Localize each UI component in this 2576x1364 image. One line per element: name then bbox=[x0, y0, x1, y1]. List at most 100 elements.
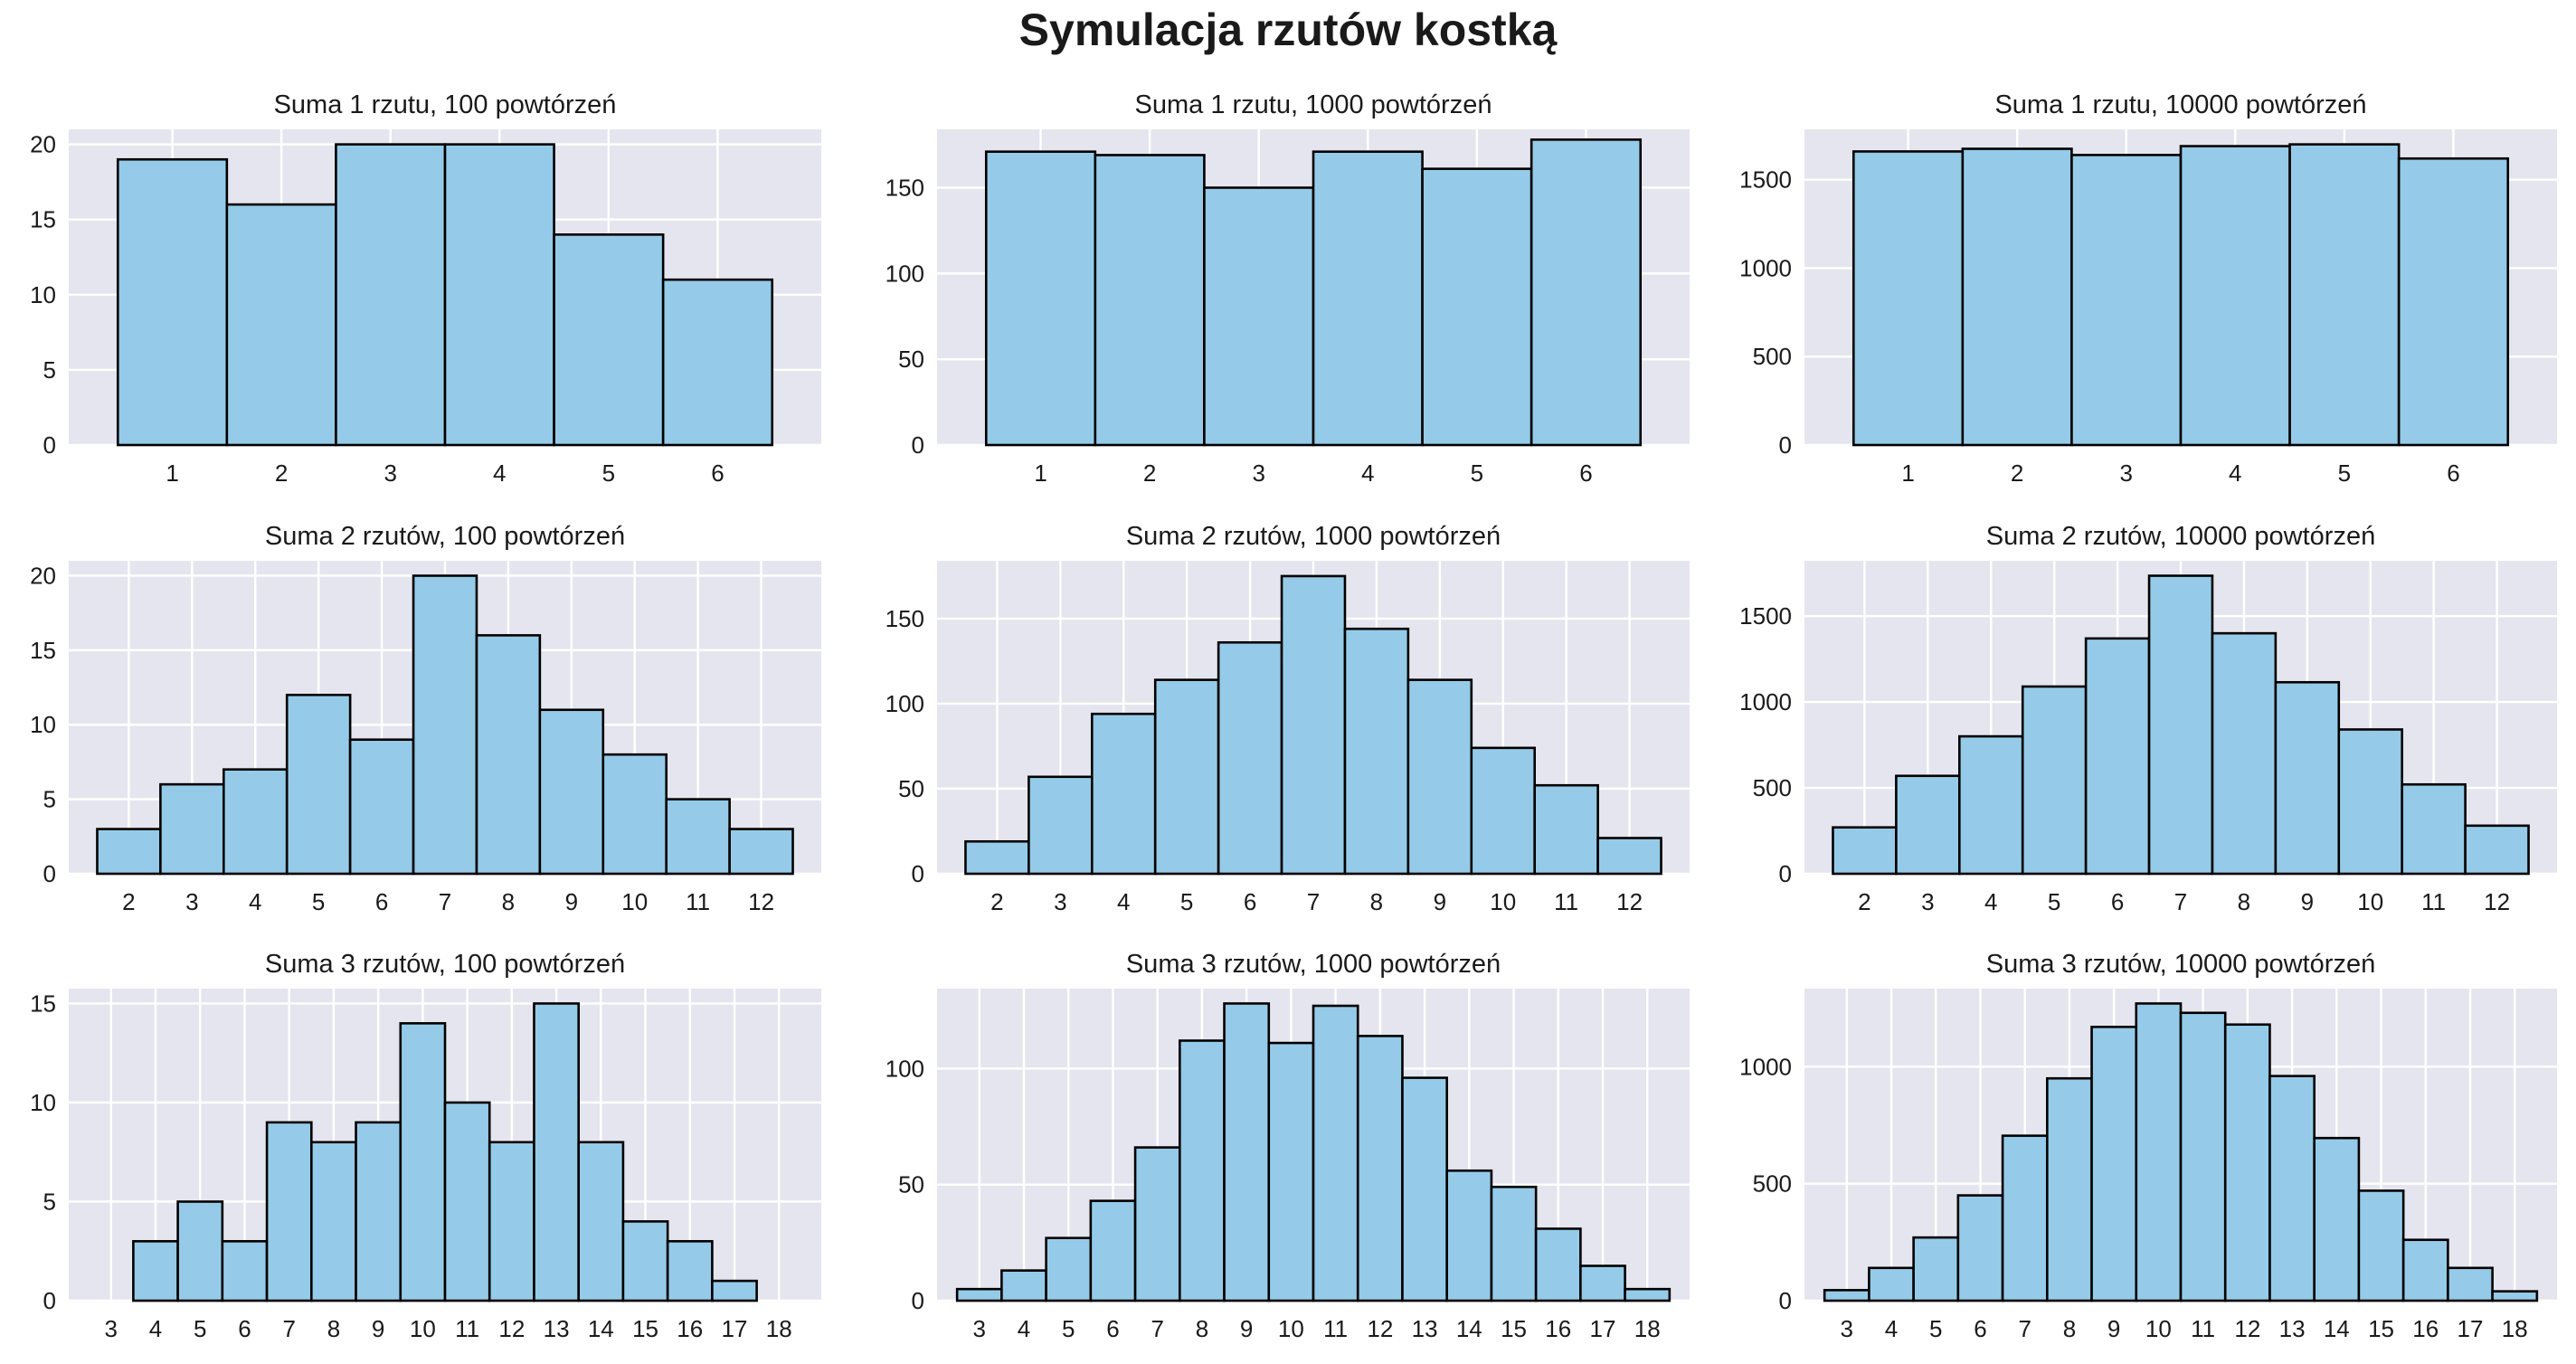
bar bbox=[285, 693, 352, 876]
x-tick-label: 2 bbox=[1858, 888, 1870, 915]
bar bbox=[1957, 734, 2024, 876]
y-tick-label: 0 bbox=[43, 1287, 56, 1314]
bar bbox=[2447, 1266, 2494, 1302]
x-tick-label: 4 bbox=[1885, 1315, 1898, 1342]
bar bbox=[1356, 1035, 1404, 1302]
x-tick-label: 12 bbox=[1367, 1315, 1393, 1342]
x-tick-label: 2 bbox=[990, 888, 1003, 915]
y-tick-label: 0 bbox=[1779, 1287, 1792, 1314]
x-tick-label: 5 bbox=[1180, 888, 1193, 915]
bar bbox=[728, 828, 794, 876]
x-tick-label: 13 bbox=[1412, 1315, 1438, 1342]
panel-title: Suma 1 rzutu, 100 powtórzeń bbox=[274, 90, 617, 119]
x-tick-label: 4 bbox=[2229, 459, 2241, 487]
bar bbox=[1045, 1236, 1093, 1302]
x-tick-label: 2 bbox=[1143, 459, 1156, 487]
x-tick-label: 7 bbox=[2174, 888, 2187, 915]
y-tick-label: 0 bbox=[912, 431, 924, 459]
x-tick-label: 18 bbox=[766, 1315, 792, 1342]
x-tick-label: 5 bbox=[312, 888, 325, 915]
bar bbox=[355, 1121, 402, 1302]
x-tick-label: 5 bbox=[1062, 1315, 1075, 1342]
y-tick-label: 50 bbox=[898, 1171, 924, 1198]
y-tick-label: 20 bbox=[30, 131, 56, 158]
chart-panel-8: 0 50 100 3 4 5 6 7 8 9 10 11 12 13 14 15 16 17 18 Suma 3 rz… bbox=[886, 950, 1690, 1342]
bar bbox=[1343, 627, 1410, 876]
bar bbox=[665, 798, 731, 876]
x-tick-label: 4 bbox=[1018, 1315, 1030, 1342]
y-tick-label: 10 bbox=[30, 711, 56, 738]
bar bbox=[1490, 1185, 1538, 1302]
x-tick-label: 7 bbox=[1307, 888, 1320, 915]
bar bbox=[443, 143, 555, 447]
x-tick-label: 11 bbox=[455, 1315, 479, 1342]
x-tick-label: 4 bbox=[149, 1315, 162, 1342]
x-tick-label: 12 bbox=[748, 888, 774, 915]
x-tick-label: 15 bbox=[632, 1315, 658, 1342]
y-tick-label: 5 bbox=[43, 1188, 56, 1215]
bar bbox=[1852, 150, 1965, 447]
bar bbox=[159, 782, 225, 876]
y-tick-label: 15 bbox=[30, 206, 56, 233]
y-tick-label: 0 bbox=[912, 860, 924, 887]
x-tick-label: 5 bbox=[2338, 459, 2351, 487]
x-tick-label: 18 bbox=[2502, 1315, 2528, 1342]
x-tick-label: 5 bbox=[1929, 1315, 1942, 1342]
x-tick-label: 3 bbox=[105, 1315, 118, 1342]
bar bbox=[1094, 154, 1206, 447]
bar bbox=[2179, 145, 2291, 447]
x-tick-label: 16 bbox=[677, 1315, 703, 1342]
bar bbox=[1868, 1266, 1915, 1302]
y-tick-label: 1000 bbox=[1739, 688, 1792, 715]
x-tick-label: 12 bbox=[2484, 888, 2510, 915]
y-tick-label: 15 bbox=[30, 637, 56, 664]
bar bbox=[621, 1220, 669, 1302]
x-tick-label: 4 bbox=[249, 888, 261, 915]
bar bbox=[1406, 678, 1473, 876]
x-tick-label: 3 bbox=[1841, 1315, 1853, 1342]
x-tick-label: 8 bbox=[1370, 888, 1383, 915]
chart-panel-7: 0 5 10 15 3 4 5 6 7 8 9 10 11 12 13 14 15 16 17 18 Suma 3 rz… bbox=[30, 950, 821, 1342]
bar bbox=[443, 1101, 491, 1302]
x-tick-label: 5 bbox=[194, 1315, 206, 1342]
y-tick-label: 5 bbox=[43, 786, 56, 813]
bar bbox=[132, 1239, 179, 1302]
x-tick-label: 5 bbox=[2048, 888, 2060, 915]
bar bbox=[2337, 728, 2404, 876]
x-tick-label: 11 bbox=[1323, 1315, 1348, 1342]
x-tick-label: 1 bbox=[1901, 459, 1914, 487]
x-tick-label: 5 bbox=[602, 459, 615, 487]
bar bbox=[964, 839, 1030, 876]
bar bbox=[1179, 1039, 1226, 1302]
x-tick-label: 1 bbox=[166, 459, 178, 487]
x-tick-label: 9 bbox=[1434, 888, 1446, 915]
bar bbox=[577, 1141, 625, 1302]
bar bbox=[1912, 1236, 1960, 1302]
x-tick-label: 16 bbox=[2412, 1315, 2439, 1342]
bar bbox=[1421, 167, 1533, 447]
x-tick-label: 8 bbox=[2063, 1315, 2076, 1342]
bar bbox=[399, 1022, 447, 1302]
x-tick-label: 9 bbox=[565, 888, 578, 915]
bar bbox=[2491, 1290, 2539, 1302]
bar bbox=[2401, 782, 2467, 876]
y-tick-label: 1500 bbox=[1739, 166, 1792, 194]
x-tick-label: 6 bbox=[1106, 1315, 1119, 1342]
bar bbox=[1312, 1004, 1359, 1302]
y-tick-label: 500 bbox=[1753, 343, 1792, 370]
x-tick-label: 10 bbox=[621, 888, 648, 915]
x-tick-label: 10 bbox=[1490, 888, 1516, 915]
bar bbox=[2313, 1136, 2361, 1302]
x-tick-label: 9 bbox=[1240, 1315, 1253, 1342]
bar bbox=[225, 203, 337, 447]
bar bbox=[1530, 138, 1643, 447]
x-tick-label: 3 bbox=[185, 888, 198, 915]
bar bbox=[1401, 1076, 1448, 1302]
bar bbox=[1267, 1041, 1315, 1302]
bar bbox=[475, 634, 542, 876]
chart-panel-3: 0 500 1000 1500 1 2 3 4 5 6 Suma 1 rzutu, 10000 po… bbox=[1739, 90, 2557, 487]
bar bbox=[2464, 824, 2530, 876]
y-tick-label: 100 bbox=[886, 1055, 924, 1082]
bar bbox=[711, 1279, 758, 1302]
bar bbox=[1596, 837, 1662, 876]
